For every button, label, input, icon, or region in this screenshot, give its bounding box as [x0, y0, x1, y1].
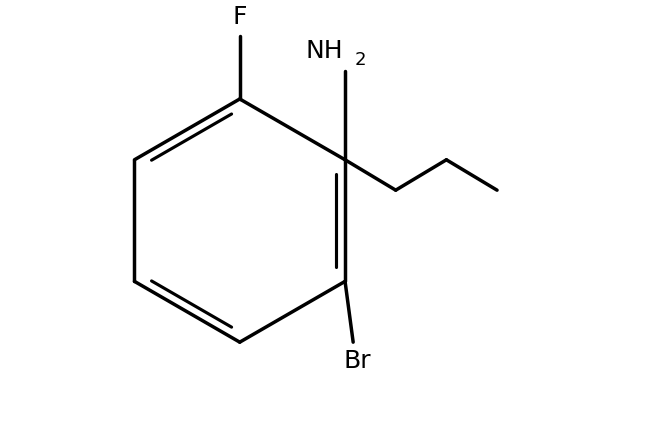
Text: 2: 2 — [354, 51, 366, 69]
Text: NH: NH — [306, 39, 343, 63]
Text: F: F — [232, 5, 247, 29]
Text: Br: Br — [344, 349, 371, 374]
